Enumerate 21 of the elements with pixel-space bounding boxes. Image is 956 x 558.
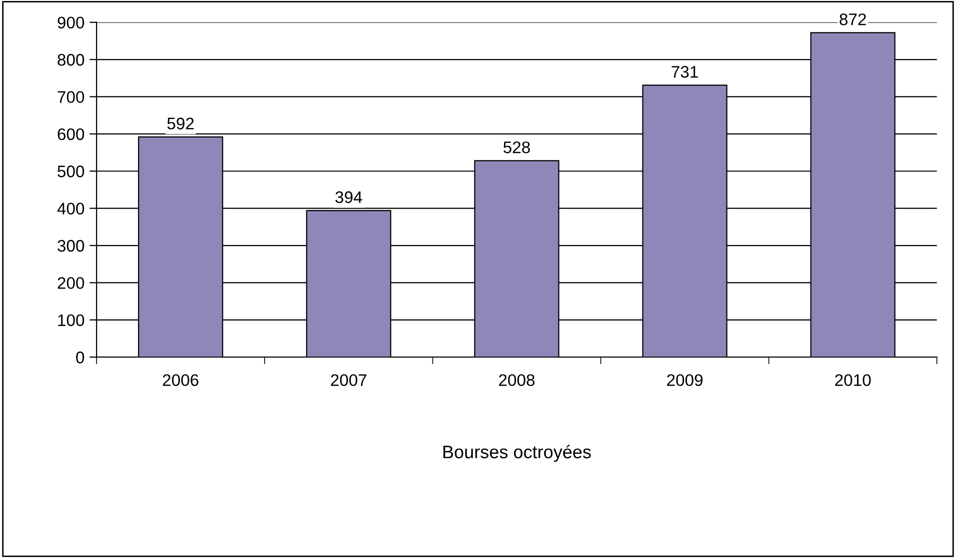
y-tick-label: 700 [58,91,84,103]
data-label: 592 [167,118,194,130]
data-label: 528 [503,141,530,154]
data-label: 394 [335,191,362,204]
y-tick-label: 100 [58,314,84,326]
data-label: 872 [840,13,866,26]
y-tick-label: 500 [58,166,84,178]
y-tick-label: 400 [57,202,84,215]
x-tick-label: 2006 [162,374,198,386]
y-tick-label: 200 [58,277,84,289]
y-tick-label: 900 [58,16,84,29]
x-axis-title: Bourses octroyées [443,444,591,462]
x-tick-label: 2008 [499,374,535,386]
x-tick-label: 2007 [330,374,366,386]
data-label: 731 [672,66,698,78]
y-tick-label: 300 [58,240,84,252]
x-tick-label: 2010 [835,374,871,386]
y-tick-label: 800 [58,54,84,66]
y-tick-label: 0 [76,352,84,364]
y-tick-label: 600 [58,128,84,140]
x-tick-label: 2009 [667,374,703,386]
